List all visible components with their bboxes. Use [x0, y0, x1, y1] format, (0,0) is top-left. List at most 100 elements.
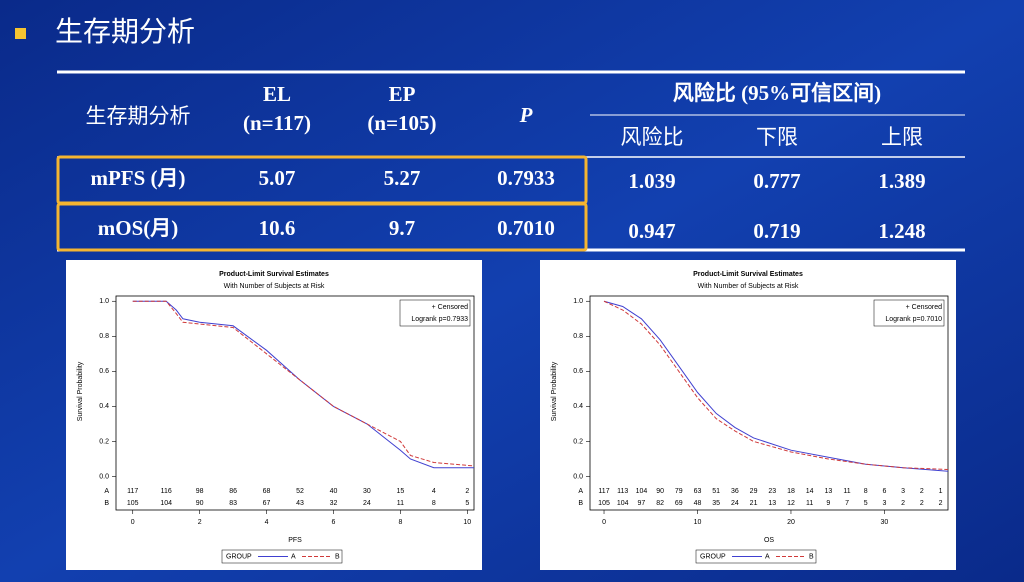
cell: 0.947 [628, 219, 675, 243]
risk-count: 3 [882, 500, 886, 507]
cell: 1.248 [878, 219, 925, 243]
chart: Product-Limit Survival Estimates With Num… [66, 260, 482, 570]
column-header: P [519, 103, 533, 127]
risk-count: 43 [296, 500, 304, 507]
annotation: + Censored [906, 304, 942, 311]
risk-count: 90 [196, 500, 204, 507]
group-header: 风险比 (95%可信区间) [673, 81, 881, 105]
risk-count: 86 [229, 488, 237, 495]
x-axis-label: OS [764, 537, 774, 544]
cell: 10.6 [259, 216, 296, 240]
x-tick-label: 30 [881, 519, 889, 526]
y-tick-label: 1.0 [99, 298, 109, 305]
risk-count: 24 [731, 500, 739, 507]
cell: 1.389 [878, 169, 925, 193]
y-tick-label: 0.6 [99, 368, 109, 375]
risk-count: 8 [432, 500, 436, 507]
y-tick-label: 0.8 [99, 333, 109, 340]
risk-count: 2 [920, 488, 924, 495]
x-tick-label: 0 [602, 519, 606, 526]
risk-count: 24 [363, 500, 371, 507]
risk-row-label: A [104, 488, 109, 495]
risk-count: 105 [598, 500, 610, 507]
risk-count: 11 [806, 500, 813, 507]
risk-count: 14 [806, 488, 814, 495]
plot-frame [115, 295, 475, 511]
risk-count: 6 [882, 488, 886, 495]
cell: 0.7010 [497, 216, 555, 240]
risk-count: 13 [824, 488, 832, 495]
column-header: 生存期分析 [86, 104, 191, 128]
x-tick-label: 4 [265, 519, 269, 526]
table: 生存期分析 EL (n=117) EP (n=105) P 风险比 (95%可信… [56, 70, 965, 252]
row-header: mPFS (月) [90, 166, 185, 190]
slide-title: 生存期分析 [55, 15, 195, 48]
risk-count: 52 [296, 488, 304, 495]
risk-count: 12 [787, 500, 795, 507]
risk-count: 116 [161, 488, 172, 495]
risk-count: 82 [656, 500, 664, 507]
survival-curve [132, 300, 474, 469]
cell: 0.777 [753, 169, 800, 193]
annotation: + Censored [432, 304, 468, 311]
risk-row-label: B [104, 500, 109, 507]
cell: 9.7 [389, 216, 415, 240]
plot-frame [589, 295, 949, 511]
risk-count: 32 [330, 500, 338, 507]
risk-count: 36 [731, 488, 739, 495]
annotation: Logrank p=0.7010 [885, 316, 942, 323]
x-tick-label: 20 [787, 519, 795, 526]
risk-count: 7 [845, 500, 849, 507]
risk-count: 117 [127, 488, 138, 495]
risk-count: 113 [617, 488, 628, 495]
risk-row-label: B [578, 500, 583, 507]
risk-count: 48 [694, 500, 702, 507]
risk-count: 11 [843, 488, 850, 495]
risk-count: 117 [598, 488, 609, 495]
risk-count: 69 [675, 500, 683, 507]
risk-count: 98 [196, 488, 204, 495]
risk-count: 18 [787, 488, 795, 495]
risk-count: 2 [901, 500, 905, 507]
highlight [56, 202, 588, 252]
sub-column: 上限 [881, 125, 923, 149]
y-tick-label: 0.6 [573, 368, 583, 375]
x-tick-label: 10 [694, 519, 702, 526]
risk-count: 1 [939, 488, 943, 495]
risk-count: 29 [750, 488, 758, 495]
cell: 0.719 [753, 219, 800, 243]
risk-count: 5 [465, 500, 469, 507]
row-header: mOS(月) [98, 216, 179, 240]
cell: 0.7933 [497, 166, 555, 190]
risk-count: 23 [768, 488, 776, 495]
risk-count: 79 [675, 488, 683, 495]
risk-count: 15 [396, 488, 404, 495]
column-note: (n=105) [367, 111, 436, 135]
y-tick-label: 0.0 [99, 473, 109, 480]
x-tick-label: 0 [131, 519, 135, 526]
risk-count: 68 [263, 488, 271, 495]
survival-curve [132, 300, 475, 467]
risk-count: 2 [465, 488, 469, 495]
risk-count: 90 [656, 488, 664, 495]
x-axis-label: PFS [288, 537, 302, 544]
sub-column: 下限 [756, 125, 798, 149]
survival-curve [603, 300, 949, 470]
chart-subtitle: With Number of Subjects at Risk [698, 283, 799, 290]
risk-count: 2 [920, 500, 924, 507]
annotation: Logrank p=0.7933 [411, 316, 468, 323]
y-tick-label: 0.2 [573, 438, 583, 445]
risk-count: 83 [229, 500, 237, 507]
risk-count: 5 [864, 500, 868, 507]
legend-title: GROUP [226, 553, 252, 560]
y-tick-label: 0.2 [99, 438, 109, 445]
legend-label: B [809, 553, 814, 560]
risk-count: 104 [636, 488, 648, 495]
risk-count: 104 [160, 500, 172, 507]
y-tick-label: 0.4 [573, 403, 583, 410]
cell: 5.27 [384, 166, 421, 190]
risk-row-label: A [578, 488, 583, 495]
x-tick-label: 8 [398, 519, 402, 526]
risk-count: 9 [826, 500, 830, 507]
